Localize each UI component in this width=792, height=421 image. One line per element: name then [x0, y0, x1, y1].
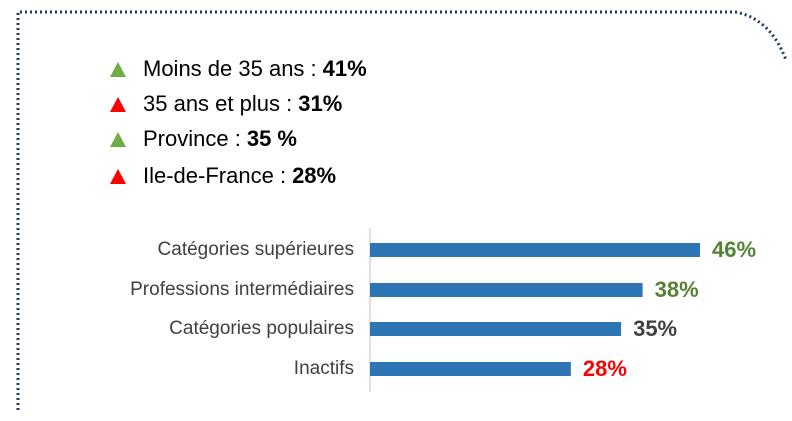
list-value: 28% — [292, 163, 336, 188]
list-item: Moins de 35 ans :41% — [143, 56, 367, 81]
bar — [370, 283, 643, 297]
list-label: Ile-de-France : — [143, 163, 286, 188]
value-label: 46% — [712, 237, 756, 262]
value-label: 28% — [583, 356, 627, 381]
list-value: 35 % — [247, 126, 297, 151]
bar — [370, 362, 571, 376]
value-label: 35% — [633, 316, 677, 341]
list-item: 35 ans et plus :31% — [143, 91, 342, 116]
list-value: 31% — [298, 91, 342, 116]
dotted-frame — [16, 10, 788, 410]
list-label: Province : — [143, 126, 241, 151]
bar — [370, 243, 701, 257]
trend-triangle — [110, 169, 126, 184]
trend-triangle — [110, 132, 126, 147]
list-label: Moins de 35 ans : — [143, 56, 317, 81]
category-label: Professions intermédiaires — [130, 279, 354, 300]
list-item: Province :35 % — [143, 126, 297, 151]
trend-triangle — [110, 62, 126, 77]
category-label: Catégories populaires — [169, 318, 354, 339]
bar — [370, 322, 622, 336]
category-label: Inactifs — [294, 358, 354, 379]
list-item: Ile-de-France :28% — [143, 163, 336, 188]
list-value: 41% — [323, 56, 367, 81]
trend-triangle — [110, 97, 126, 112]
list-label: 35 ans et plus : — [143, 91, 292, 116]
category-label: Catégories supérieures — [158, 239, 354, 260]
value-label: 38% — [655, 277, 699, 302]
